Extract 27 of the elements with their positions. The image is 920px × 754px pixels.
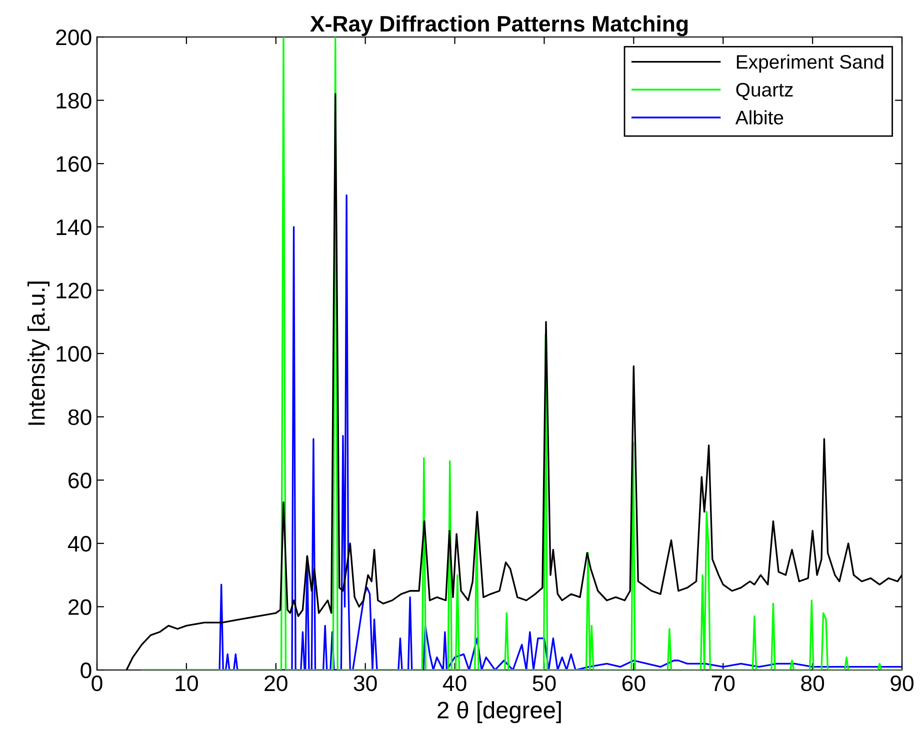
x-tick-label: 80 (801, 675, 824, 692)
x-tick-label: 70 (712, 675, 735, 692)
x-tick-label: 40 (442, 675, 466, 692)
y-tick-label: 80 (68, 409, 92, 426)
y-tick-label: 120 (56, 282, 92, 298)
x-tick-label: 0 (92, 675, 102, 692)
legend-label: Quartz (736, 82, 793, 100)
y-tick-label: 100 (56, 346, 92, 362)
chart-title: X-Ray Diffraction Patterns Matching (310, 15, 688, 36)
y-tick-label: 60 (68, 472, 92, 488)
y-tick-label: 180 (56, 92, 92, 109)
x-tick-label: 30 (354, 675, 377, 692)
x-tick-label: 50 (532, 675, 556, 692)
x-tick-label: 10 (176, 675, 198, 692)
y-tick-label: 20 (68, 599, 92, 615)
x-tick-label: 60 (622, 675, 646, 692)
y-tick-label: 40 (68, 536, 92, 552)
y-tick-label: 0 (80, 662, 92, 678)
x-tick-label: 20 (264, 675, 288, 692)
y-tick-label: 140 (56, 219, 92, 236)
y-tick-label: 160 (56, 156, 92, 172)
x-tick-label: 90 (890, 675, 914, 692)
legend-label: Experiment Sand (736, 54, 884, 73)
legend-label: Albite (735, 110, 784, 124)
y-tick-label: 200 (56, 30, 92, 46)
x-axis-title: 2 θ [degree] (438, 701, 561, 724)
y-axis-title: Intensity [a.u.] (28, 282, 50, 425)
